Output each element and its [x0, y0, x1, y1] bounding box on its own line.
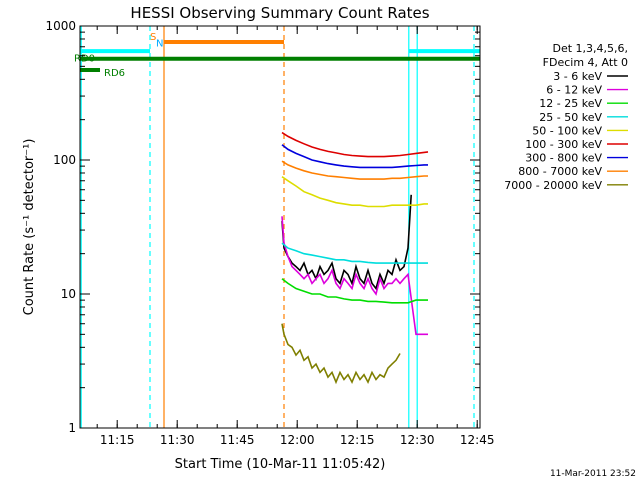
series-line-1 [281, 216, 428, 336]
plot-frame [79, 25, 481, 429]
series-line-0 [281, 194, 412, 291]
x-tick-label-0: 11:15 [100, 433, 135, 447]
chart-title: HESSI Observing Summary Count Rates [130, 4, 429, 22]
series-line-5 [281, 131, 429, 158]
y-tick-label-1: 10 [61, 287, 76, 301]
footer-date: 11-Mar-2011 23:52 [550, 469, 636, 479]
x-tick-label-4: 12:15 [340, 433, 375, 447]
legend-label-1: 6 - 12 keV [546, 84, 602, 97]
legend-label-6: 300 - 800 keV [525, 152, 602, 165]
series-line-3 [281, 242, 428, 264]
state-bar-label-0: RD0 [74, 54, 95, 65]
legend-label-5: 100 - 300 keV [525, 138, 602, 151]
x-tick-label-6: 12:45 [460, 433, 495, 447]
x-axis-label: Start Time (10-Mar-11 11:05:42) [175, 457, 386, 472]
legend-label-8: 7000 - 20000 keV [504, 179, 602, 192]
y-tick-label-3: 1000 [45, 19, 76, 33]
y-axis-label: Count Rate (s⁻¹ detector⁻¹) [22, 139, 37, 316]
legend-label-2: 12 - 25 keV [539, 97, 602, 110]
x-tick-label-5: 12:30 [400, 433, 435, 447]
series-line-8 [281, 323, 401, 385]
legend-label-7: 800 - 7000 keV [518, 165, 602, 178]
legend-label-4: 50 - 100 keV [532, 124, 602, 137]
series-line-6 [281, 144, 428, 169]
legend-header-line-2: FDecim 4, Att 0 [543, 56, 628, 69]
legend-header-line-1: Det 1,3,4,5,6, [552, 42, 628, 55]
x-tick-label-2: 11:45 [220, 433, 255, 447]
state-bar-label-5: N [156, 38, 163, 49]
x-tick-label-1: 11:30 [160, 433, 195, 447]
series-line-7 [281, 160, 428, 180]
legend-label-3: 25 - 50 keV [539, 111, 602, 124]
state-bar-label-4: S [150, 32, 156, 43]
y-tick-label-2: 100 [53, 153, 76, 167]
legend-label-0: 3 - 6 keV [553, 70, 602, 83]
x-tick-label-3: 12:00 [280, 433, 315, 447]
state-bar-label-1: RD6 [104, 68, 125, 79]
series-line-4 [281, 176, 428, 208]
y-tick-label-0: 1 [68, 421, 76, 435]
series-line-2 [281, 278, 428, 304]
plot-layer: RD0 RD6 SN 11:15 11:30 11:45 12:00 12:15 12:30 12… [45, 19, 494, 447]
